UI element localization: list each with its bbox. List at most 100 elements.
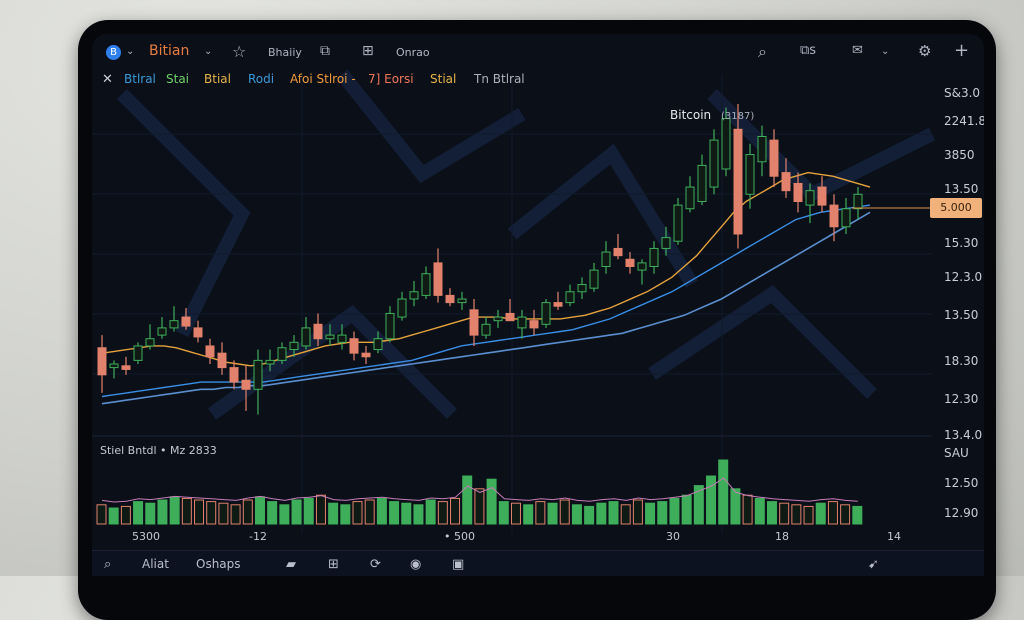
candle[interactable] [493,309,503,328]
candle[interactable] [373,331,383,354]
price-chart[interactable] [92,34,984,534]
candle[interactable] [553,291,563,310]
image-icon[interactable]: ▣ [452,557,465,572]
candle[interactable] [817,176,827,213]
search-icon[interactable]: ⌕ [104,557,112,572]
candle[interactable] [181,308,191,330]
chevron-down-icon[interactable]: ⌄ [881,46,890,57]
candle[interactable] [469,299,479,346]
candle[interactable] [661,226,671,256]
app-logo-icon[interactable]: B [106,45,121,60]
settings-icon[interactable]: ⚙ [918,42,932,60]
candle[interactable] [769,129,779,188]
indicators-icon[interactable]: ⊞ [362,43,374,59]
time-tick-label: 18 [775,530,789,543]
candle[interactable] [265,349,275,372]
candle[interactable] [613,234,623,260]
candle[interactable] [433,248,443,303]
indicator-label[interactable]: Btial [204,72,231,86]
candle[interactable] [397,291,407,321]
candle[interactable] [481,317,491,339]
candle[interactable] [97,335,107,393]
indicator-label[interactable]: Btlral [124,72,156,86]
chart-type-icon[interactable]: ⧉ [320,43,330,59]
close-icon[interactable]: ✕ [102,72,113,87]
candle[interactable] [241,365,251,411]
candle[interactable] [277,342,287,364]
toolbar-item-2[interactable]: Onrao [396,46,430,59]
candle[interactable] [253,349,263,415]
candle[interactable] [625,252,635,274]
candle[interactable] [217,342,227,375]
candle[interactable] [721,107,731,177]
candle[interactable] [157,317,167,339]
candle[interactable] [361,345,371,364]
candle[interactable] [289,335,299,357]
candle[interactable] [793,172,803,213]
candle[interactable] [829,194,839,242]
candle[interactable] [757,125,767,177]
candle[interactable] [577,277,587,299]
candle[interactable] [169,306,179,332]
candle[interactable] [601,241,611,274]
arrow-icon[interactable]: ➹ [868,557,879,572]
candle[interactable] [589,262,599,292]
candle[interactable] [337,324,347,350]
candle[interactable] [565,284,575,307]
indicator-label[interactable]: Rodi [248,72,275,86]
indicator-label[interactable]: 7] Eorsi [368,72,414,86]
candle[interactable] [349,331,359,361]
chevron-down-icon[interactable]: ⌄ [204,46,213,57]
candle[interactable] [421,266,431,300]
dock-item[interactable]: Oshaps [196,557,241,571]
symbol-selector[interactable]: Bitian [149,43,190,59]
candle[interactable] [733,104,743,249]
candle[interactable] [229,360,239,390]
candle[interactable] [541,299,551,328]
candle[interactable] [133,342,143,364]
compass-icon[interactable]: ◉ [410,557,422,572]
star-icon[interactable]: ☆ [232,42,247,61]
layout-icon[interactable]: ⧉s [800,43,817,58]
candle[interactable] [709,129,719,195]
candle[interactable] [457,291,467,310]
indicator-label[interactable]: Afoi Stlroi - [290,72,356,86]
refresh-icon[interactable]: ⟳ [370,557,381,572]
candle[interactable] [313,313,323,346]
candle[interactable] [841,197,851,234]
candle[interactable] [685,176,695,213]
grid-icon[interactable]: ⊞ [328,557,339,572]
chevron-down-icon[interactable]: ⌄ [126,46,135,57]
candle[interactable] [529,309,539,336]
candle[interactable] [301,317,311,350]
candle[interactable] [649,241,659,274]
candle[interactable] [781,158,791,198]
dock-item[interactable]: Aliat [142,557,169,571]
candle[interactable] [673,197,683,245]
toolbar-item-1[interactable]: Bhaiiy [268,46,302,59]
candle[interactable] [385,306,395,343]
indicator-label[interactable]: Stial [430,72,457,86]
search-icon[interactable]: ⌕ [758,42,767,61]
message-icon[interactable]: ✉ [852,43,863,58]
indicator-label[interactable]: Stai [166,72,190,86]
folder-icon[interactable]: ▰ [286,557,296,572]
candle[interactable] [745,143,755,209]
candle[interactable] [409,280,419,307]
plus-icon[interactable]: + [954,40,970,61]
candle[interactable] [445,288,455,307]
candle[interactable] [121,356,131,375]
candle[interactable] [205,338,215,364]
candle[interactable] [505,299,515,322]
candle[interactable] [193,320,203,343]
candle[interactable] [853,187,863,220]
candle[interactable] [805,183,815,224]
indicator-label[interactable]: Tn Btlral [474,72,525,86]
candle[interactable] [697,154,707,206]
candle[interactable] [109,360,119,379]
candle[interactable] [637,259,647,285]
candle[interactable] [325,324,335,346]
volume-bar [718,459,729,525]
candle[interactable] [517,309,527,339]
candle[interactable] [145,324,155,350]
